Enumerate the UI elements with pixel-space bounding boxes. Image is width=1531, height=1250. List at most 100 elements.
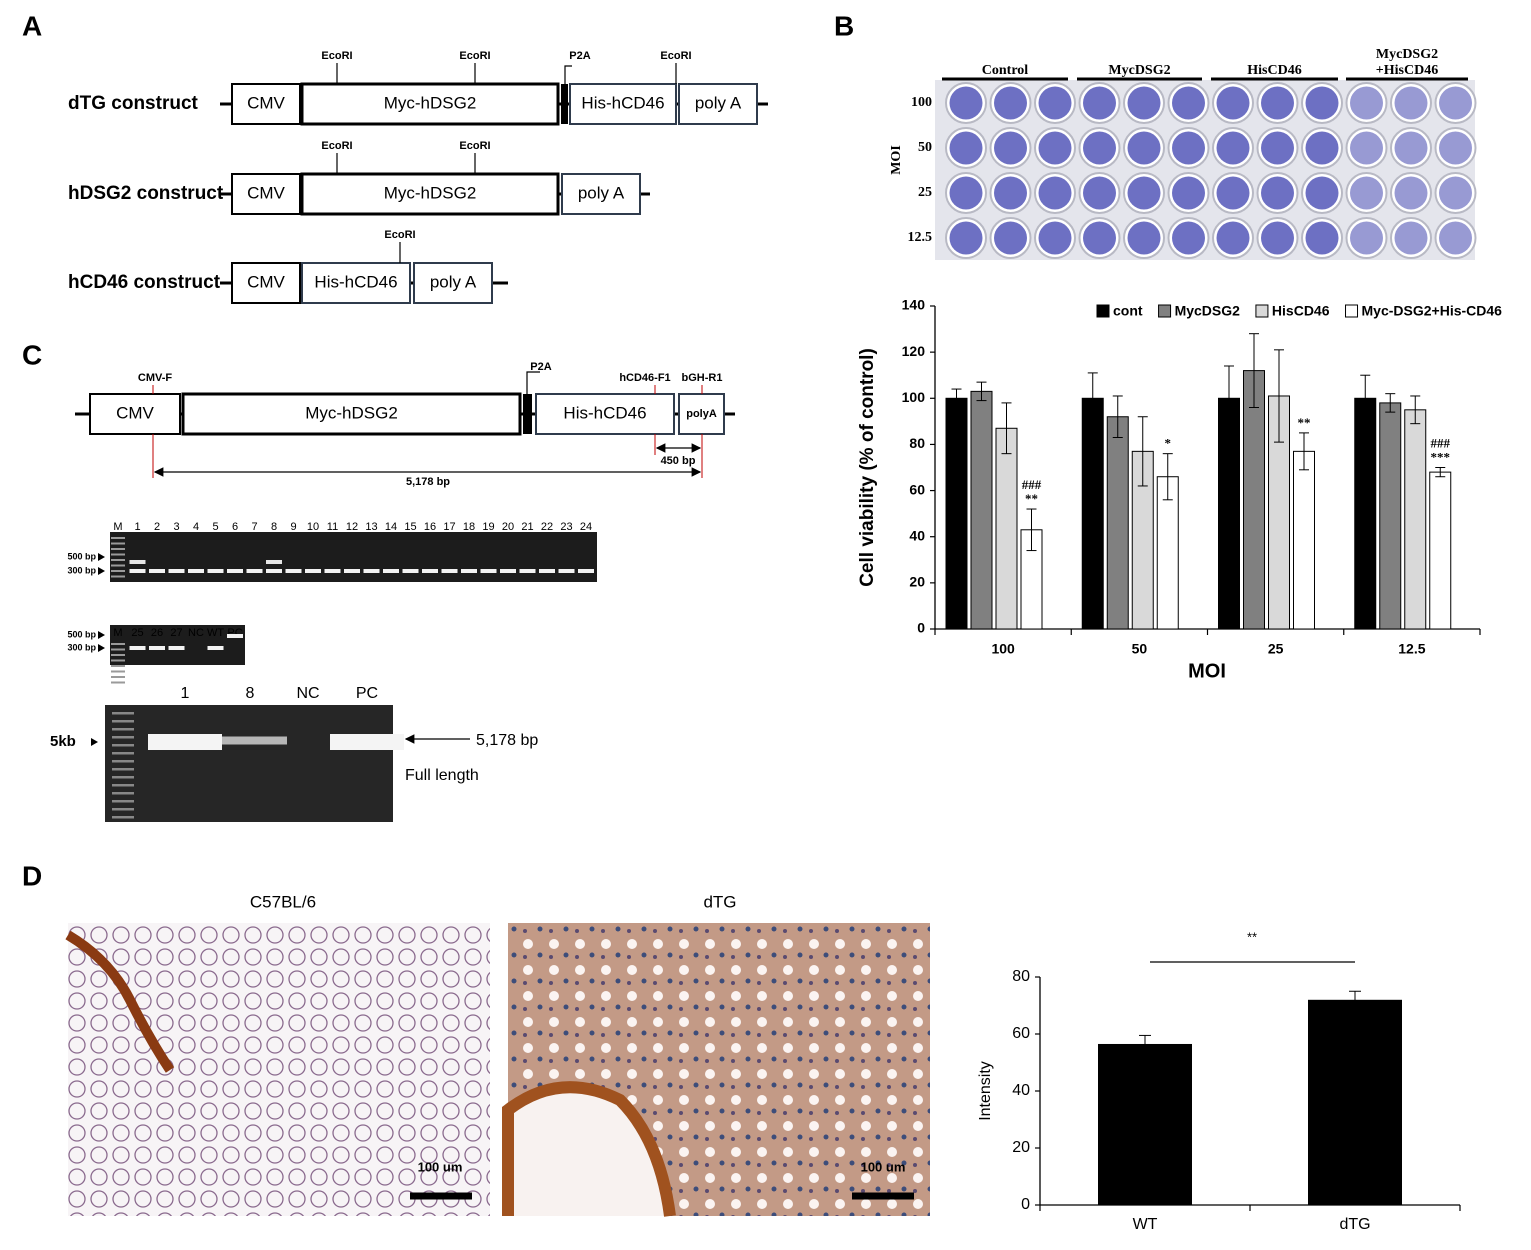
ladder-band: [111, 553, 125, 556]
well-stain: [1127, 221, 1161, 255]
well-stain: [1439, 221, 1472, 255]
well-stain: [1172, 86, 1205, 120]
significance: **: [1025, 491, 1038, 506]
ladder-band: [111, 559, 125, 561]
error-bar: [1001, 402, 1012, 455]
gel-band: [285, 569, 302, 573]
lane-label: 10: [307, 521, 319, 533]
well-stain: [1083, 221, 1116, 255]
product-label: 5,178 bp: [476, 732, 538, 749]
ladder-band: [111, 643, 125, 645]
well-stain: [1439, 176, 1472, 210]
lane-label: 22: [541, 521, 553, 533]
ladder-band: [111, 670, 125, 673]
gel-band: [363, 569, 380, 573]
lane-label: 15: [404, 521, 416, 533]
well-stain: [1127, 86, 1161, 120]
y-tick-label: 0: [917, 620, 925, 636]
panel-label: A: [22, 10, 42, 41]
error-bar: [951, 388, 962, 409]
error-bar: [1349, 990, 1361, 1009]
well-stain: [1038, 131, 1072, 165]
error-bar: [1139, 1034, 1151, 1054]
y-tick-label: 20: [909, 574, 925, 590]
bar: [1379, 402, 1402, 630]
well-stain: [1261, 176, 1294, 210]
well-stain: [1083, 86, 1116, 120]
site-label: EcoRI: [384, 229, 415, 241]
construct-part: [231, 262, 301, 304]
well-stain: [1439, 131, 1472, 165]
marker-arrow: [91, 738, 98, 746]
legend-swatch: [1345, 304, 1359, 318]
well-stain: [1350, 176, 1383, 210]
error-bar: [1087, 372, 1098, 425]
bar: [1308, 999, 1402, 1205]
wells: [945, 82, 1477, 259]
construct-name: dTG construct: [68, 93, 199, 114]
gel-band: [188, 569, 204, 573]
ladder-band: [111, 570, 125, 572]
gel-band: [149, 569, 165, 573]
gel-band: [500, 569, 516, 573]
well-stain: [1305, 131, 1339, 165]
well-stain: [1305, 221, 1339, 255]
construct-part: [413, 262, 493, 304]
well-stain: [1127, 131, 1161, 165]
gel-band: [578, 569, 594, 573]
lane-label: 16: [424, 521, 436, 533]
primer-label: bGH-R1: [682, 372, 723, 384]
well-stain: [1216, 131, 1250, 165]
marker-label: 500 bp: [67, 551, 96, 561]
well-stain: [1083, 176, 1116, 210]
gel-band: [539, 569, 555, 573]
lane-label: M: [113, 521, 122, 533]
well-stain: [1172, 176, 1205, 210]
lane-label: M: [113, 627, 122, 639]
gel-band: [480, 569, 497, 573]
airway: [65, 930, 175, 1073]
construct-part: [535, 393, 675, 435]
well-stain: [1261, 221, 1294, 255]
lane-label: 27: [170, 627, 182, 639]
plate-axis: MOI: [889, 145, 904, 175]
significance: ###: [1022, 477, 1042, 492]
gel-band: [129, 569, 146, 573]
well-stain: [994, 86, 1027, 120]
well-stain: [1216, 86, 1250, 120]
significance: *: [1165, 436, 1172, 451]
site-label: EcoRI: [321, 50, 352, 62]
gel-band: [266, 569, 282, 573]
ladder-band: [112, 736, 134, 739]
bar: [1106, 416, 1129, 630]
y-axis-label: Intensity: [977, 1061, 994, 1121]
gel-band: [266, 560, 282, 564]
x-tick-label: 50: [1132, 641, 1148, 657]
legend-label: Myc-DSG2+His-CD46: [1362, 303, 1503, 319]
well-stain: [1216, 176, 1250, 210]
part-label: CMV: [247, 183, 285, 202]
gel-band: [227, 634, 243, 638]
gel-band: [149, 646, 165, 650]
part-label: His-hCD46: [563, 403, 646, 422]
well-stain: [1038, 221, 1072, 255]
site-label: EcoRI: [660, 50, 691, 62]
error-bar: [1385, 393, 1396, 413]
part-label: poly A: [430, 272, 477, 291]
significance: **: [1298, 415, 1311, 430]
gel-image: [110, 625, 245, 665]
bar: [1218, 397, 1240, 630]
ladder-band: [112, 712, 134, 715]
error-bar: [1249, 333, 1259, 409]
marker-label: 300 bp: [67, 642, 96, 652]
error-bar: [1410, 395, 1421, 425]
lane-label: 23: [560, 521, 572, 533]
gel-band: [207, 646, 224, 650]
site-label: P2A: [530, 361, 551, 373]
gel-band: [558, 569, 575, 573]
gel-band: [148, 734, 222, 750]
part-label: CMV: [247, 272, 285, 291]
gel-band: [246, 569, 263, 573]
well-stain: [1394, 131, 1428, 165]
y-tick-label: 80: [1012, 968, 1030, 985]
